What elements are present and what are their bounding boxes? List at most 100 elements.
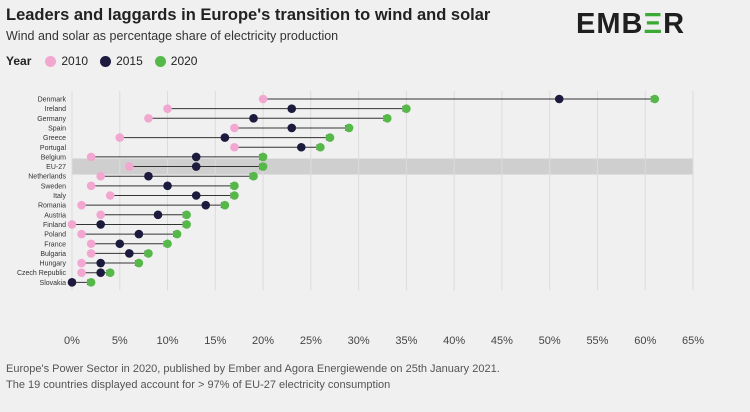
point-2015 — [249, 114, 258, 123]
point-2020 — [230, 191, 239, 200]
point-2015 — [115, 239, 125, 249]
x-tick-label: 35% — [395, 335, 417, 347]
point-2020 — [220, 200, 230, 210]
point-2010 — [144, 114, 153, 123]
point-2020 — [402, 104, 411, 113]
category-label: Slovakia — [40, 280, 67, 287]
point-2015 — [163, 181, 172, 191]
point-2020 — [258, 162, 268, 171]
point-2015 — [67, 278, 77, 287]
x-tick-label: 10% — [157, 335, 179, 347]
point-2015 — [125, 249, 134, 258]
category-label: Germany — [37, 116, 66, 123]
category-label: Hungary — [40, 261, 67, 268]
point-2015 — [96, 268, 105, 278]
category-label: Bulgaria — [40, 251, 66, 258]
point-2010 — [115, 133, 125, 142]
point-2020 — [325, 133, 335, 142]
point-2010 — [258, 94, 268, 104]
highlight-band — [72, 158, 693, 175]
point-2010 — [96, 210, 105, 220]
legend-label-2015: 2015 — [116, 54, 143, 68]
point-2015 — [287, 123, 297, 133]
point-2015 — [287, 104, 297, 113]
point-2010 — [77, 268, 86, 278]
legend-label-2010: 2010 — [61, 54, 89, 68]
point-2020 — [86, 278, 96, 287]
legend: Year 2010 2015 2020 — [6, 54, 209, 68]
point-2015 — [144, 171, 153, 181]
point-2015 — [554, 94, 564, 104]
point-2020 — [144, 249, 153, 258]
point-2010 — [86, 239, 96, 249]
point-2020 — [344, 123, 354, 133]
category-label: Greece — [43, 135, 66, 142]
logo-mark: Ξ — [643, 8, 664, 40]
category-label: Spain — [48, 125, 66, 132]
point-2010 — [105, 191, 115, 200]
point-2020 — [172, 229, 182, 239]
x-tick-label: 20% — [252, 335, 274, 347]
point-2015 — [201, 200, 211, 210]
point-2015 — [191, 162, 201, 171]
x-tick-label: 65% — [682, 335, 704, 347]
point-2015 — [191, 191, 201, 200]
category-label: France — [44, 241, 66, 248]
dumbbell-chart: 0% 5% 10% 15% 20% 25% 30% 35% 40% 45% 50% 55% 60% 65%… — [17, 91, 704, 347]
category-label: Romania — [38, 203, 66, 210]
category-label: Portugal — [40, 145, 67, 152]
legend-item-2020: 2020 — [154, 54, 198, 68]
x-tick-label: 25% — [300, 335, 322, 347]
legend-dot-2010 — [45, 55, 57, 67]
point-2010 — [86, 181, 96, 191]
point-2010 — [67, 220, 77, 229]
point-2015 — [96, 258, 105, 268]
category-label: Finland — [43, 222, 66, 229]
point-2010 — [77, 229, 86, 239]
category-label: Austria — [44, 212, 66, 219]
point-2020 — [163, 239, 172, 249]
x-tick-label: 0% — [64, 335, 80, 347]
category-label: Italy — [53, 193, 66, 200]
point-2015 — [191, 152, 201, 162]
point-2010 — [86, 152, 96, 162]
category-label: Sweden — [41, 183, 66, 190]
point-2015 — [134, 229, 144, 239]
x-tick-label: 50% — [539, 335, 561, 347]
point-2015 — [96, 220, 105, 229]
legend-label-2020: 2020 — [170, 54, 198, 68]
logo-text-right: R — [663, 8, 686, 40]
point-2020 — [249, 171, 258, 181]
point-2010 — [77, 258, 86, 268]
x-tick-label: 5% — [112, 335, 128, 347]
category-label: Ireland — [45, 106, 67, 113]
chart-footer: Europe's Power Sector in 2020, published… — [6, 361, 500, 393]
point-2020 — [230, 181, 239, 191]
legend-item-2010: 2010 — [45, 54, 88, 68]
point-2015 — [220, 133, 230, 142]
legend-item-2015: 2015 — [100, 54, 143, 68]
footer-line-2: The 19 countries displayed account for >… — [6, 379, 391, 391]
x-tick-label: 40% — [443, 335, 465, 347]
x-tick-label: 15% — [204, 335, 226, 347]
point-2020 — [182, 220, 191, 229]
category-label: Poland — [44, 232, 66, 239]
point-2015 — [153, 210, 163, 220]
point-2020 — [650, 94, 660, 104]
point-2020 — [134, 258, 144, 268]
category-label: Denmark — [38, 97, 67, 104]
point-2010 — [125, 162, 134, 171]
point-2010 — [86, 249, 96, 258]
x-tick-label: 30% — [348, 335, 370, 347]
point-2010 — [96, 171, 105, 181]
footer-line-1: Europe's Power Sector in 2020, published… — [6, 363, 500, 375]
point-2020 — [382, 114, 392, 123]
ember-logo: EMBΞR — [576, 8, 685, 41]
point-2020 — [105, 268, 115, 278]
x-tick-label: 60% — [634, 335, 656, 347]
category-label: EU-27 — [46, 164, 66, 171]
legend-dot-2020 — [154, 55, 166, 67]
x-tick-label: 55% — [586, 335, 608, 347]
legend-title: Year — [6, 54, 32, 68]
chart-title: Leaders and laggards in Europe's transit… — [6, 6, 491, 24]
